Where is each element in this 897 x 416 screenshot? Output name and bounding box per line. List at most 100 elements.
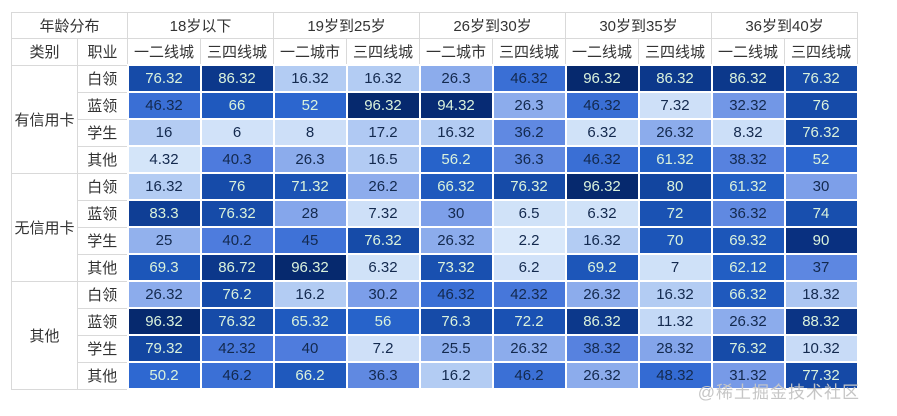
occupation-label: 蓝领 (77, 199, 128, 228)
heatmap-cell: 38.32 (710, 145, 786, 174)
watermark-text: @稀土掘金技术社区 (697, 383, 860, 402)
heatmap-cell: 40.2 (199, 226, 275, 255)
city-tier-header: 一二线城 (711, 38, 785, 66)
heatmap-cell: 79.32 (126, 334, 202, 363)
table-row: 蓝领 96.32 76.32 65.32 56 76.3 72.2 86.32 11.32 26.… (12, 307, 859, 336)
heatmap-cell: 16.32 (637, 280, 713, 309)
heatmap-cell: 36.32 (710, 199, 786, 228)
heatmap-cell: 37 (783, 253, 859, 282)
heatmap-cell: 71.32 (272, 172, 348, 201)
occupation-label: 其他 (77, 253, 128, 282)
heatmap-table: 年龄分布 18岁以下 19岁到25岁 26岁到30岁 30岁到35岁 36岁到40岁 类别职… (11, 12, 859, 390)
heatmap-cell: 90 (783, 226, 859, 255)
heatmap-cell: 8.32 (710, 118, 786, 147)
heatmap-cell: 46.32 (126, 91, 202, 120)
occupation-header: 职业 (77, 38, 128, 66)
heatmap-cell: 6.32 (564, 199, 640, 228)
row-group-label: 其他 (11, 280, 78, 390)
heatmap-cell: 76.32 (783, 118, 859, 147)
row-group-label: 无信用卡 (11, 172, 78, 282)
heatmap-cell: 16.32 (345, 64, 421, 93)
corner-header: 年龄分布 (11, 12, 128, 39)
heatmap-cell: 26.3 (491, 91, 567, 120)
heatmap-cell: 76 (783, 91, 859, 120)
heatmap-cell: 2.2 (491, 226, 567, 255)
occupation-label: 白领 (77, 172, 128, 201)
age-group-header: 36岁到40岁 (711, 12, 858, 39)
heatmap-cell: 7 (637, 253, 713, 282)
heatmap-cell: 30 (418, 199, 494, 228)
heatmap-cell: 26.32 (126, 280, 202, 309)
heatmap-cell: 76.32 (126, 64, 202, 93)
heatmap-cell: 83.3 (126, 199, 202, 228)
age-group-header: 19岁到25岁 (273, 12, 420, 39)
heatmap-cell: 66.32 (418, 172, 494, 201)
occupation-label: 蓝领 (77, 307, 128, 336)
heatmap-cell: 6.2 (491, 253, 567, 282)
occupation-label: 白领 (77, 280, 128, 309)
heatmap-cell: 36.2 (491, 118, 567, 147)
age-group-header: 18岁以下 (127, 12, 274, 39)
occupation-label: 其他 (77, 145, 128, 174)
table-row: 学生 25 40.2 45 76.32 26.32 2.2 16.32 70 69.32 90 (12, 226, 859, 255)
heatmap-cell: 10.32 (783, 334, 859, 363)
heatmap-cell: 66.2 (272, 361, 348, 390)
heatmap-cell: 17.2 (345, 118, 421, 147)
heatmap-cell: 26.32 (637, 118, 713, 147)
heatmap-cell: 94.32 (418, 91, 494, 120)
header-row-city-tiers: 类别 职业 一二线城 三四线城 一二城市 三四线城 一二城市 三四线城 一二线城 三四线城 一二线城… (11, 38, 858, 66)
heatmap-cell: 40 (272, 334, 348, 363)
table-row: 蓝领 46.32 66 52 96.32 94.32 26.3 46.32 7.32 32.32 7… (12, 91, 859, 120)
heatmap-cell: 6 (199, 118, 275, 147)
table-body: 有信用卡 白领 76.32 86.32 16.32 16.32 26.3 46.32 96.32… (11, 64, 859, 390)
heatmap-cell: 16.32 (564, 226, 640, 255)
heatmap-cell: 66 (199, 91, 275, 120)
table-row: 有信用卡 白领 76.32 86.32 16.32 16.32 26.3 46.32 96.32… (11, 64, 859, 174)
heatmap-cell: 86.32 (564, 307, 640, 336)
city-tier-header: 三四线城 (200, 38, 274, 66)
table-row: 蓝领 83.3 76.32 28 7.32 30 6.5 6.32 72 36.32 74 (12, 199, 859, 228)
heatmap-cell: 30.2 (345, 280, 421, 309)
heatmap-cell: 96.32 (564, 64, 640, 93)
heatmap-cell: 26.3 (418, 64, 494, 93)
heatmap-cell: 86.32 (710, 64, 786, 93)
heatmap-cell: 46.2 (199, 361, 275, 390)
table-row: 其他 50.2 46.2 66.2 36.3 16.2 46.2 26.32 48.32 31.3… (12, 361, 859, 390)
heatmap-cell: 26.2 (345, 172, 421, 201)
heatmap-cell: 42.32 (199, 334, 275, 363)
heatmap-cell: 46.2 (491, 361, 567, 390)
heatmap-cell: 7.32 (637, 91, 713, 120)
table-row: 其他 69.3 86.72 96.32 6.32 73.32 6.2 69.2 7 62.12 37 (12, 253, 859, 282)
heatmap-cell: 6.32 (564, 118, 640, 147)
occupation-label: 白领 (77, 64, 128, 93)
occupation-label: 学生 (77, 118, 128, 147)
heatmap-cell: 66.32 (710, 280, 786, 309)
heatmap-cell: 73.32 (418, 253, 494, 282)
occupation-label: 学生 (77, 334, 128, 363)
table-row: 其他 4.32 40.3 26.3 16.5 56.2 36.3 46.32 61.32 38.3… (12, 145, 859, 174)
heatmap-cell: 6.32 (345, 253, 421, 282)
city-tier-header: 一二线城 (127, 38, 201, 66)
heatmap-cell: 96.32 (272, 253, 348, 282)
heatmap-cell: 56 (345, 307, 421, 336)
occupation-label: 蓝领 (77, 91, 128, 120)
heatmap-cell: 88.32 (783, 307, 859, 336)
heatmap-cell: 76.2 (199, 280, 275, 309)
heatmap-cell: 32.32 (710, 91, 786, 120)
heatmap-cell: 76.32 (345, 226, 421, 255)
heatmap-cell: 52 (272, 91, 348, 120)
heatmap-cell: 28.32 (637, 334, 713, 363)
heatmap-cell: 62.12 (710, 253, 786, 282)
heatmap-cell: 40.3 (199, 145, 275, 174)
heatmap-cell: 36.3 (345, 361, 421, 390)
city-tier-header: 一二城市 (419, 38, 493, 66)
heatmap-cell: 74 (783, 199, 859, 228)
heatmap-cell: 6.5 (491, 199, 567, 228)
heatmap-cell: 69.3 (126, 253, 202, 282)
heatmap-cell: 25.5 (418, 334, 494, 363)
row-group-label: 有信用卡 (11, 64, 78, 174)
table-header: 年龄分布 18岁以下 19岁到25岁 26岁到30岁 30岁到35岁 36岁到40岁 类别职… (11, 12, 858, 66)
heatmap-cell: 16.2 (418, 361, 494, 390)
table-row: 无信用卡 白领 16.32 76 71.32 26.2 66.32 76.32 96.32 80 6… (11, 172, 859, 282)
table-row: 学生 79.32 42.32 40 7.2 25.5 26.32 38.32 28.32 76.3… (12, 334, 859, 363)
